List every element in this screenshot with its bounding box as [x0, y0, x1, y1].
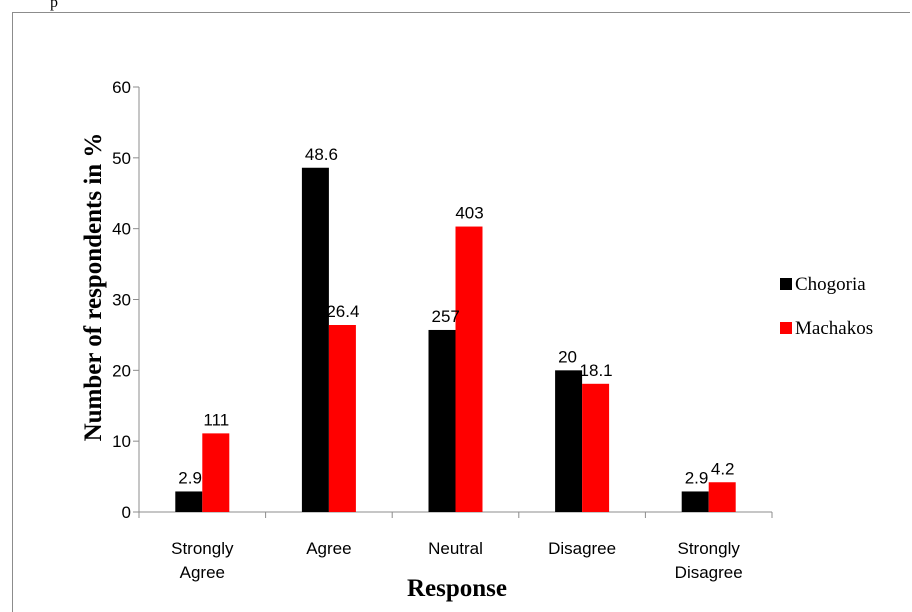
bar-machakos [455, 226, 483, 512]
bar-chogoria [555, 370, 583, 512]
legend-swatch-machakos [780, 322, 792, 334]
y-tick-label: 50 [112, 149, 131, 168]
bar-chogoria [681, 491, 709, 512]
y-tick-label: 0 [122, 503, 131, 522]
y-tick-label: 60 [112, 78, 131, 97]
y-tick-label: 10 [112, 432, 131, 451]
data-label-chogoria: 20 [558, 347, 577, 366]
data-label-chogoria: 48.6 [305, 145, 338, 164]
legend-swatch-chogoria [780, 278, 792, 290]
data-label-chogoria: 2.9 [685, 468, 709, 487]
data-label-machakos: 18.1 [580, 361, 613, 380]
x-tick-label: Agree [306, 539, 351, 558]
data-label-chogoria: 257 [432, 307, 460, 326]
data-labels: 2.9 48.6 257 20 2.9 111 26.4 403 18.1 4.2 [178, 145, 734, 488]
legend-label-chogoria: Chogoria [795, 274, 866, 295]
data-label-chogoria: 2.9 [178, 468, 202, 487]
x-tick-label: Neutral [428, 539, 483, 558]
bar-machakos [202, 433, 230, 512]
legend: Chogoria Machakos [780, 274, 873, 339]
y-axis: 0 10 20 30 40 50 60 [112, 78, 140, 522]
y-tick-label: 40 [112, 220, 131, 239]
bar-chogoria [428, 329, 456, 512]
bar-machakos [708, 482, 736, 512]
top-note-text: p [50, 0, 58, 11]
y-axis-title: Number of respondents in % [80, 133, 107, 442]
data-label-machakos: 26.4 [326, 302, 359, 321]
chart-frame [12, 12, 910, 612]
x-axis: Strongly Agree Agree Neutral Disagree Strongl… [138, 511, 773, 582]
bars [175, 167, 736, 512]
x-tick-label: Disagree [548, 539, 616, 558]
x-tick-label: Strongly Agree [171, 539, 234, 582]
bar-chogoria [301, 167, 329, 512]
x-axis-title: Response [407, 575, 507, 602]
data-label-machakos: 403 [455, 204, 483, 223]
bar-machakos [582, 383, 610, 512]
bar-machakos [328, 325, 356, 512]
data-label-machakos: 111 [203, 410, 229, 429]
data-label-machakos: 4.2 [711, 459, 735, 478]
legend-label-machakos: Machakos [795, 318, 873, 339]
x-tick-label: Strongly Disagree [675, 539, 743, 582]
y-tick-label: 30 [112, 291, 131, 310]
bar-chogoria [175, 491, 203, 512]
y-tick-label: 20 [112, 361, 131, 380]
